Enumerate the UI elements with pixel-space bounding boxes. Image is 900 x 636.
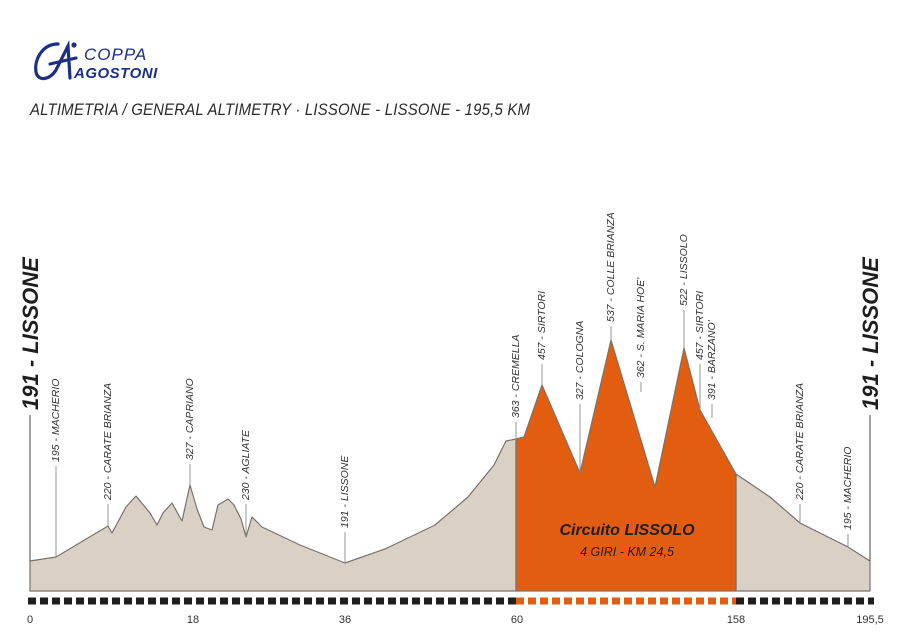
waypoint-label: 537 - COLLE BRIANZA: [605, 212, 617, 322]
waypoint-label: 195 - MACHERIO: [842, 447, 854, 530]
waypoint-label: 220 - CARATE BRIANZA: [794, 383, 806, 501]
waypoint-label: 327 - COLOGNA: [574, 321, 586, 400]
waypoint-label: 522 - LISSOLO: [678, 234, 690, 306]
distance-tick-label: 60: [511, 614, 523, 626]
waypoint-label: 363 - CREMELLA: [510, 335, 522, 418]
cyclist-head-icon: [71, 42, 77, 48]
distance-tick-label: 195,5: [856, 614, 884, 626]
waypoint-label: 230 - AGLIATE: [240, 429, 252, 501]
start-label: 191 - LISSONE: [18, 256, 43, 410]
logo-line-2: AGOSTONI: [73, 65, 158, 82]
profile-area-outbound: [29, 438, 517, 592]
distance-tick-label: 158: [727, 614, 745, 626]
waypoint-label: 220 - CARATE BRIANZA: [102, 383, 114, 501]
distance-tick-label: 0: [27, 614, 33, 626]
circuit-laps: 4 GIRI - KM 24,5: [580, 545, 674, 559]
logo-line-1: COPPA: [84, 45, 147, 64]
cyclist-swoosh-icon: [34, 39, 78, 81]
distance-tick-label: 36: [339, 614, 351, 626]
circuit-name: Circuito LISSOLO: [559, 522, 695, 539]
waypoint-label: 362 - S. MARIA HOE': [635, 277, 647, 378]
chart-title: ALTIMETRIA / GENERAL ALTIMETRY · LISSONE…: [30, 100, 531, 119]
waypoint-label: 195 - MACHERIO: [50, 379, 62, 462]
waypoint-label: 191 - LISSONE: [339, 455, 351, 528]
profile-area-return: [735, 473, 871, 592]
finish-label: 191 - LISSONE: [858, 256, 883, 410]
waypoint-label: 327 - CAPRIANO: [184, 378, 196, 460]
waypoint-label: 457 - SIRTORI: [536, 291, 548, 360]
distance-tick-label: 18: [187, 614, 199, 626]
waypoint-label: 391 - BARZANO': [706, 319, 718, 400]
profile-area-circuit: [515, 339, 737, 592]
coppa-agostoni-logo: COPPA AGOSTONI: [34, 39, 158, 82]
waypoint-label: 457 - SIRTORI: [694, 291, 706, 360]
